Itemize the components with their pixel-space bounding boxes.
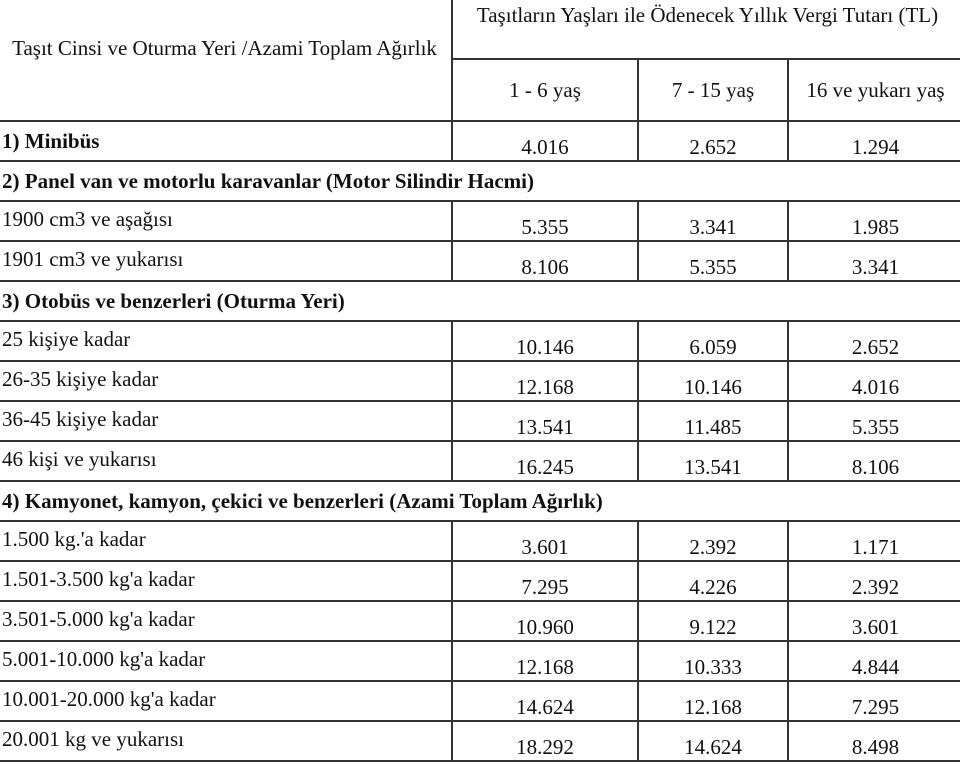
tax-amount-cell: 10.146 <box>451 320 639 362</box>
tax-amount-cell: 5.355 <box>787 400 960 442</box>
section-title: 3) Otobüs ve benzerleri (Oturma Yeri) <box>0 280 960 322</box>
tax-amount-cell: 4.016 <box>787 360 960 402</box>
row-label: 25 kişiye kadar <box>0 320 453 362</box>
table-row: 1.501-3.500 kg'a kadar 7.295 4.226 2.392 <box>0 560 960 602</box>
tax-amount-cell: 8.106 <box>787 440 960 482</box>
row-label: 1) Minibüs <box>0 120 453 162</box>
row-label: 1.501-3.500 kg'a kadar <box>0 560 453 602</box>
tax-amount-cell: 8.498 <box>787 720 960 762</box>
tax-amount-cell: 3.341 <box>637 200 789 242</box>
table-row: 1901 cm3 ve yukarısı 8.106 5.355 3.341 <box>0 240 960 282</box>
tax-amount-cell: 11.485 <box>637 400 789 442</box>
age-column-header: 16 ve yukarı yaş <box>787 58 960 122</box>
age-group-header: Taşıtların Yaşları ile Ödenecek Yıllık V… <box>451 0 960 60</box>
tax-amount-cell: 16.245 <box>451 440 639 482</box>
tax-amount-cell: 4.226 <box>637 560 789 602</box>
tax-amount-cell: 3.601 <box>451 520 639 562</box>
tax-amount-cell: 3.601 <box>787 600 960 642</box>
tax-amount-cell: 1.985 <box>787 200 960 242</box>
tax-amount-cell: 2.392 <box>787 560 960 602</box>
section-row: 4) Kamyonet, kamyon, çekici ve benzerler… <box>0 480 960 522</box>
age-column-header: 1 - 6 yaş <box>451 58 639 122</box>
table-row: 1.500 kg.'a kadar 3.601 2.392 1.171 <box>0 520 960 562</box>
section-title: 4) Kamyonet, kamyon, çekici ve benzerler… <box>0 480 960 522</box>
row-label: 36-45 kişiye kadar <box>0 400 453 442</box>
table-row: 46 kişi ve yukarısı 16.245 13.541 8.106 <box>0 440 960 482</box>
row-label: 5.001-10.000 kg'a kadar <box>0 640 453 682</box>
row-label: 10.001-20.000 kg'a kadar <box>0 680 453 722</box>
tax-amount-cell: 10.146 <box>637 360 789 402</box>
tax-amount-cell: 10.960 <box>451 600 639 642</box>
row-label: 3.501-5.000 kg'a kadar <box>0 600 453 642</box>
tax-amount-cell: 5.355 <box>637 240 789 282</box>
tax-amount-cell: 1.294 <box>787 120 960 162</box>
tax-amount-cell: 8.106 <box>451 240 639 282</box>
tax-amount-cell: 2.392 <box>637 520 789 562</box>
tax-amount-cell: 2.652 <box>787 320 960 362</box>
tax-amount-cell: 5.355 <box>451 200 639 242</box>
row-label: 1901 cm3 ve yukarısı <box>0 240 453 282</box>
table-row: 5.001-10.000 kg'a kadar 12.168 10.333 4.844 <box>0 640 960 682</box>
row-label: 46 kişi ve yukarısı <box>0 440 453 482</box>
tax-amount-cell: 12.168 <box>637 680 789 722</box>
table-row: 20.001 kg ve yukarısı 18.292 14.624 8.498 <box>0 720 960 762</box>
table-row: 26-35 kişiye kadar 12.168 10.146 4.016 <box>0 360 960 402</box>
tax-amount-cell: 18.292 <box>451 720 639 762</box>
row-label: 26-35 kişiye kadar <box>0 360 453 402</box>
table-row: 3.501-5.000 kg'a kadar 10.960 9.122 3.601 <box>0 600 960 642</box>
row-label: 20.001 kg ve yukarısı <box>0 720 453 762</box>
table-row: 1900 cm3 ve aşağısı 5.355 3.341 1.985 <box>0 200 960 242</box>
tax-amount-cell: 12.168 <box>451 640 639 682</box>
section-row: 2) Panel van ve motorlu karavanlar (Moto… <box>0 160 960 202</box>
tax-amount-cell: 4.016 <box>451 120 639 162</box>
age-column-header: 7 - 15 yaş <box>637 58 789 122</box>
tax-amount-cell: 13.541 <box>451 400 639 442</box>
tax-amount-cell: 6.059 <box>637 320 789 362</box>
tax-amount-cell: 7.295 <box>451 560 639 602</box>
table-row: 36-45 kişiye kadar 13.541 11.485 5.355 <box>0 400 960 442</box>
table-row: 10.001-20.000 kg'a kadar 14.624 12.168 7.29… <box>0 680 960 722</box>
tax-amount-cell: 2.652 <box>637 120 789 162</box>
tax-amount-cell: 3.341 <box>787 240 960 282</box>
tax-amount-cell: 1.171 <box>787 520 960 562</box>
table-row: 25 kişiye kadar 10.146 6.059 2.652 <box>0 320 960 362</box>
tax-amount-cell: 10.333 <box>637 640 789 682</box>
tax-amount-cell: 12.168 <box>451 360 639 402</box>
tax-amount-cell: 4.844 <box>787 640 960 682</box>
tax-amount-cell: 14.624 <box>451 680 639 722</box>
tax-amount-cell: 7.295 <box>787 680 960 722</box>
tax-amount-cell: 9.122 <box>637 600 789 642</box>
row-label: 1.500 kg.'a kadar <box>0 520 453 562</box>
section-title: 2) Panel van ve motorlu karavanlar (Moto… <box>0 160 960 202</box>
section-row: 3) Otobüs ve benzerleri (Oturma Yeri) <box>0 280 960 322</box>
tax-amount-cell: 13.541 <box>637 440 789 482</box>
vehicle-type-header: Taşıt Cinsi ve Oturma Yeri /Azami Toplam… <box>0 0 453 122</box>
tax-amount-cell: 14.624 <box>637 720 789 762</box>
row-label: 1900 cm3 ve aşağısı <box>0 200 453 242</box>
table-row: 1) Minibüs 4.016 2.652 1.294 <box>0 120 960 162</box>
